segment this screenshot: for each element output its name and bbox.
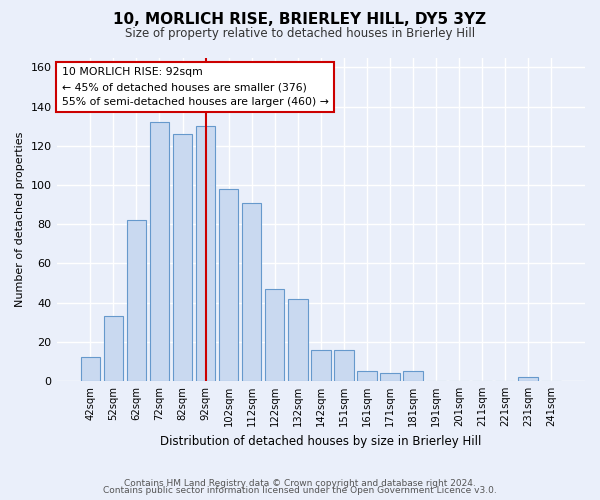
Bar xyxy=(127,220,146,381)
Text: Contains HM Land Registry data © Crown copyright and database right 2024.: Contains HM Land Registry data © Crown c… xyxy=(124,478,476,488)
Y-axis label: Number of detached properties: Number of detached properties xyxy=(15,132,25,307)
Bar xyxy=(380,373,400,381)
Bar xyxy=(196,126,215,381)
Bar xyxy=(403,371,423,381)
Bar xyxy=(311,350,331,381)
Text: Contains public sector information licensed under the Open Government Licence v3: Contains public sector information licen… xyxy=(103,486,497,495)
Bar xyxy=(518,377,538,381)
Bar xyxy=(219,189,238,381)
Text: 10 MORLICH RISE: 92sqm
← 45% of detached houses are smaller (376)
55% of semi-de: 10 MORLICH RISE: 92sqm ← 45% of detached… xyxy=(62,67,329,107)
Text: Size of property relative to detached houses in Brierley Hill: Size of property relative to detached ho… xyxy=(125,28,475,40)
Bar xyxy=(104,316,123,381)
Bar xyxy=(288,298,308,381)
X-axis label: Distribution of detached houses by size in Brierley Hill: Distribution of detached houses by size … xyxy=(160,434,481,448)
Text: 10, MORLICH RISE, BRIERLEY HILL, DY5 3YZ: 10, MORLICH RISE, BRIERLEY HILL, DY5 3YZ xyxy=(113,12,487,28)
Bar xyxy=(334,350,353,381)
Bar xyxy=(265,289,284,381)
Bar xyxy=(242,202,262,381)
Bar xyxy=(357,371,377,381)
Bar xyxy=(149,122,169,381)
Bar xyxy=(80,358,100,381)
Bar xyxy=(173,134,193,381)
